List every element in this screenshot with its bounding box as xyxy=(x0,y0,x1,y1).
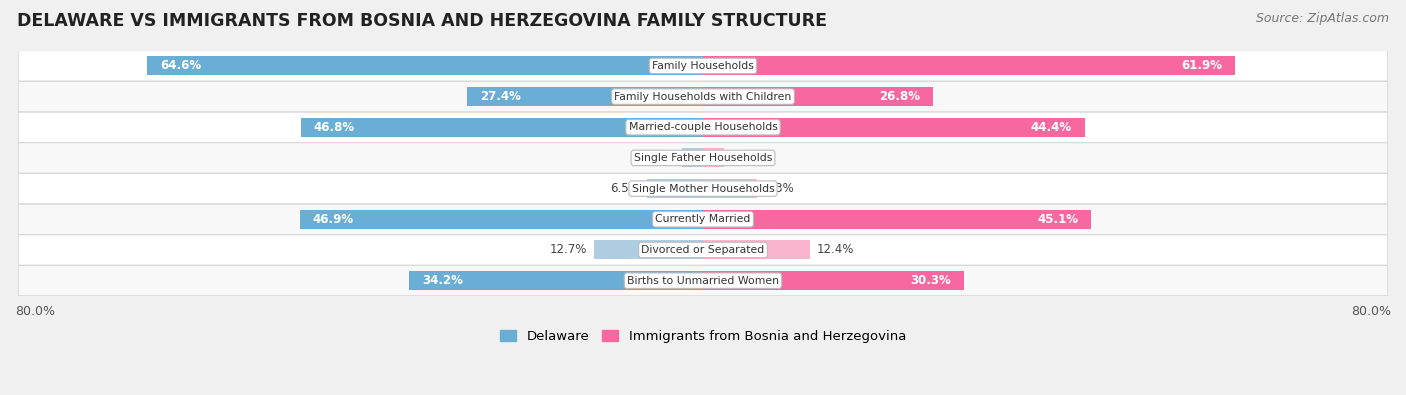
Bar xyxy=(409,271,703,290)
Bar xyxy=(703,87,934,106)
Text: Family Households: Family Households xyxy=(652,61,754,71)
Text: 44.4%: 44.4% xyxy=(1031,121,1071,134)
Text: 80.0%: 80.0% xyxy=(1351,305,1391,318)
Bar xyxy=(703,210,1091,229)
FancyBboxPatch shape xyxy=(18,143,1388,173)
Bar xyxy=(467,87,703,106)
FancyBboxPatch shape xyxy=(18,204,1388,234)
Text: Divorced or Separated: Divorced or Separated xyxy=(641,245,765,255)
Text: Births to Unmarried Women: Births to Unmarried Women xyxy=(627,276,779,286)
Text: 12.4%: 12.4% xyxy=(817,243,853,256)
Text: Single Mother Households: Single Mother Households xyxy=(631,184,775,194)
Bar xyxy=(647,179,703,198)
Text: Currently Married: Currently Married xyxy=(655,214,751,224)
FancyBboxPatch shape xyxy=(18,173,1388,204)
Text: 2.4%: 2.4% xyxy=(731,151,761,164)
Text: 6.5%: 6.5% xyxy=(610,182,640,195)
Text: 2.5%: 2.5% xyxy=(645,151,675,164)
Bar xyxy=(703,118,1085,137)
FancyBboxPatch shape xyxy=(18,81,1388,112)
Bar xyxy=(682,149,703,167)
Bar xyxy=(148,56,703,75)
Text: 80.0%: 80.0% xyxy=(15,305,55,318)
Text: Family Households with Children: Family Households with Children xyxy=(614,92,792,102)
Text: 6.3%: 6.3% xyxy=(763,182,794,195)
Bar xyxy=(703,179,758,198)
Text: Married-couple Households: Married-couple Households xyxy=(628,122,778,132)
Text: Source: ZipAtlas.com: Source: ZipAtlas.com xyxy=(1256,12,1389,25)
Text: 30.3%: 30.3% xyxy=(910,274,950,287)
FancyBboxPatch shape xyxy=(18,235,1388,265)
Bar xyxy=(703,149,724,167)
Text: 61.9%: 61.9% xyxy=(1181,59,1222,72)
Text: 34.2%: 34.2% xyxy=(422,274,463,287)
Bar xyxy=(703,241,810,260)
Bar xyxy=(299,210,703,229)
Legend: Delaware, Immigrants from Bosnia and Herzegovina: Delaware, Immigrants from Bosnia and Her… xyxy=(501,330,905,343)
FancyBboxPatch shape xyxy=(18,265,1388,296)
FancyBboxPatch shape xyxy=(18,51,1388,81)
FancyBboxPatch shape xyxy=(18,112,1388,142)
Text: 27.4%: 27.4% xyxy=(481,90,522,103)
Text: 64.6%: 64.6% xyxy=(160,59,201,72)
Bar xyxy=(703,56,1236,75)
Bar xyxy=(703,271,963,290)
Text: 46.8%: 46.8% xyxy=(314,121,354,134)
Text: 45.1%: 45.1% xyxy=(1038,213,1078,226)
Text: 46.9%: 46.9% xyxy=(312,213,354,226)
Text: 12.7%: 12.7% xyxy=(550,243,586,256)
Bar xyxy=(593,241,703,260)
Text: Single Father Households: Single Father Households xyxy=(634,153,772,163)
Text: DELAWARE VS IMMIGRANTS FROM BOSNIA AND HERZEGOVINA FAMILY STRUCTURE: DELAWARE VS IMMIGRANTS FROM BOSNIA AND H… xyxy=(17,12,827,30)
Bar xyxy=(301,118,703,137)
Text: 26.8%: 26.8% xyxy=(880,90,921,103)
